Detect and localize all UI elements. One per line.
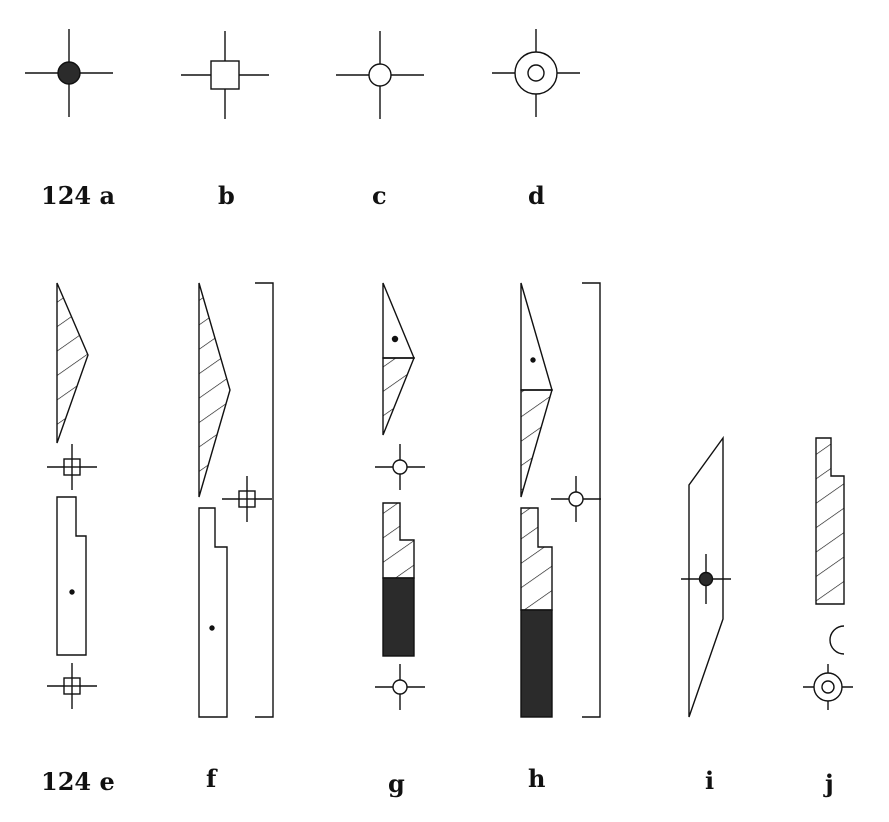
figure-g (375, 282, 425, 710)
e-tool-outline (56, 496, 87, 656)
e-blade-profile (56, 282, 89, 444)
i-parallelogram (688, 435, 724, 718)
i-filled-circle-cross (681, 554, 731, 604)
f-blade-profile (198, 282, 231, 498)
symbol-a-filled-circle-cross (25, 29, 113, 117)
figure-i (681, 435, 731, 718)
e-upper-square-cross (47, 444, 97, 490)
label-d: d (528, 181, 545, 210)
figure-e (47, 282, 97, 709)
h-tool-hatched (520, 507, 553, 611)
f-square-cross (222, 476, 272, 522)
g-blade-lower-hatched (382, 357, 416, 436)
figure-j (803, 437, 853, 710)
e-lower-square-cross (47, 663, 97, 709)
g-lower-circle-cross (375, 664, 425, 710)
h-bracket (582, 282, 601, 718)
label-h: h (528, 764, 546, 793)
figure-h (520, 282, 601, 718)
label-f: f (206, 764, 217, 793)
j-open-c-arc (829, 625, 845, 655)
label-b: b (218, 181, 235, 210)
h-blade-upper (520, 282, 553, 391)
h-tool-solid (520, 609, 553, 718)
label-g: g (388, 769, 405, 798)
label-c: c (372, 181, 387, 210)
symbol-c-open-circle-cross (336, 31, 424, 119)
j-double-circle-cross (803, 664, 853, 710)
label-a: 124 a (41, 181, 116, 210)
label-i: i (705, 766, 715, 795)
g-tool-solid (382, 577, 415, 657)
symbol-d-double-circle-cross (492, 29, 580, 117)
g-upper-circle-cross (375, 444, 425, 490)
g-tool-hatched (382, 502, 415, 579)
symbol-b-square-cross (181, 31, 269, 119)
j-tool-hatched (815, 437, 845, 605)
f-bracket (255, 282, 274, 718)
f-tool-outline (198, 507, 228, 718)
label-j: j (825, 769, 834, 798)
h-blade-lower-hatched (520, 389, 553, 498)
figure-f (198, 282, 274, 718)
g-blade-upper (382, 282, 416, 359)
label-e: 124 e (41, 767, 115, 796)
h-circle-cross (551, 476, 601, 522)
